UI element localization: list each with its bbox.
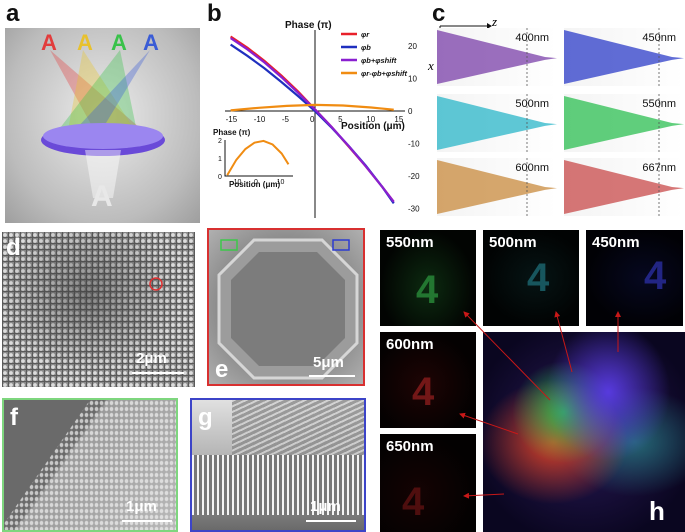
legend-label: φb [361, 43, 371, 52]
panel-label-a: a [6, 0, 20, 27]
inset-y-tick: 0 [218, 174, 222, 181]
scale-bar-e [309, 375, 355, 377]
focus-tile-550nm: 550nm [564, 94, 684, 152]
red-circle-marker [149, 277, 163, 291]
letter-a-yellow: A [77, 30, 93, 55]
label-450nm: 450nm [592, 234, 640, 251]
glyph-500: 4 [527, 256, 550, 300]
wavelength-label: 450nm [642, 32, 676, 44]
wavelength-label: 500nm [515, 98, 549, 110]
x-tick-label: 0 [310, 115, 315, 124]
inset-line [226, 139, 290, 176]
focus-cone [437, 28, 557, 86]
y-tick-label: 0 [408, 107, 413, 116]
scale-bar-d [132, 372, 184, 374]
panel-label-g: g [198, 404, 213, 431]
x-tick-label: 15 [394, 115, 403, 124]
glyph-450: 4 [644, 254, 667, 298]
panel-f-sem: f 1μm [2, 398, 178, 532]
wavelength-label: 400nm [515, 32, 549, 44]
label-650nm: 650nm [386, 438, 434, 455]
y-tick-label: -20 [408, 172, 420, 181]
panel-a-illustration: A A A A A [5, 28, 200, 223]
tile-650nm: 650nm 4 [380, 434, 476, 532]
panel-label-c: c [432, 0, 446, 27]
inset-x-tick: 0 [254, 179, 258, 186]
inset-x-tick: 10 [277, 179, 285, 186]
letter-a-green: A [111, 30, 127, 55]
focus-cone [564, 28, 684, 86]
scale-label-f: 1μm [126, 498, 157, 515]
octagon-lens [217, 238, 359, 380]
x-tick-label: -15 [226, 115, 238, 124]
y-axis-label: Phase (π) [285, 20, 332, 31]
panel-label-f: f [10, 404, 18, 431]
arrows-h [459, 311, 621, 499]
inset-y-label: Phase (π) [213, 128, 251, 137]
inset-y-tick: 2 [218, 138, 222, 145]
y-tick-label: -10 [408, 139, 420, 148]
wavelength-label: 667nm [642, 162, 676, 174]
legend-label: φb+φshift [361, 56, 397, 65]
axis-x-label: x [428, 58, 434, 73]
scale-label-d: 2μm [136, 350, 167, 367]
legend-label: φr-φb+φshift [361, 69, 408, 78]
inset-axes [224, 140, 293, 177]
tile-600nm: 600nm 4 [380, 332, 476, 428]
pillar-top-texture-g [232, 400, 364, 455]
focus-tile-450nm: 450nm [564, 28, 684, 86]
focus-cone [564, 158, 684, 216]
glyph-550: 4 [416, 268, 439, 312]
y-tick-label: 20 [408, 42, 417, 51]
glyph-600: 4 [412, 370, 435, 414]
focus-tile-400nm: 400nm [437, 28, 557, 86]
panel-d-sem: d 2μm [2, 232, 195, 387]
wavelength-label: 550nm [642, 98, 676, 110]
tile-550nm: 550nm 4 [380, 230, 476, 326]
tile-450nm: 450nm 4 [586, 230, 683, 326]
focus-tile-600nm: 600nm [437, 158, 557, 216]
legend-label: φr [361, 30, 370, 39]
tile-500nm: 500nm 4 [483, 230, 579, 326]
series-line [230, 37, 395, 203]
inset-x-tick: -10 [231, 179, 241, 186]
pillar-texture-g [192, 455, 364, 515]
y-tick-label: -30 [408, 204, 420, 213]
scale-label-e: 5μm [313, 354, 344, 371]
x-tick-label: -5 [282, 115, 290, 124]
label-500nm: 500nm [489, 234, 537, 251]
letter-a-red: A [41, 30, 57, 55]
focus-tile-667nm: 667nm [564, 158, 684, 216]
scale-label-g: 1μm [310, 498, 341, 515]
wavelength-label: 600nm [515, 162, 549, 174]
y-tick-label: 10 [408, 75, 417, 84]
focus-cone [437, 158, 557, 216]
metalens-illustration [41, 50, 165, 198]
x-axis-label: Position (μm) [341, 121, 405, 132]
axis-z-label: z [492, 14, 498, 29]
panel-label-e: e [215, 356, 229, 383]
panel-label-d: d [6, 234, 21, 261]
glyph-650: 4 [402, 480, 425, 524]
x-tick-label: 5 [338, 115, 343, 124]
label-550nm: 550nm [386, 234, 434, 251]
focus-tile-500nm: 500nm [437, 94, 557, 152]
inset-x-label: Position (μm) [229, 180, 280, 189]
panel-label-b: b [207, 0, 222, 27]
x-tick-label: 10 [366, 115, 375, 124]
focus-cone [564, 94, 684, 152]
series-line [230, 103, 394, 112]
inset-y-tick: 1 [218, 156, 222, 163]
panel-g-sem: g 1μm [190, 398, 366, 532]
focus-cone [437, 94, 557, 152]
panel-label-h: h [649, 496, 665, 526]
panel-e-sem: e 5μm [207, 228, 365, 386]
letter-a-image: A [91, 180, 113, 213]
x-tick-label: -10 [254, 115, 266, 124]
scale-bar-g [306, 520, 356, 522]
label-600nm: 600nm [386, 336, 434, 353]
scale-bar-f [122, 520, 172, 522]
letter-a-blue: A [143, 30, 159, 55]
